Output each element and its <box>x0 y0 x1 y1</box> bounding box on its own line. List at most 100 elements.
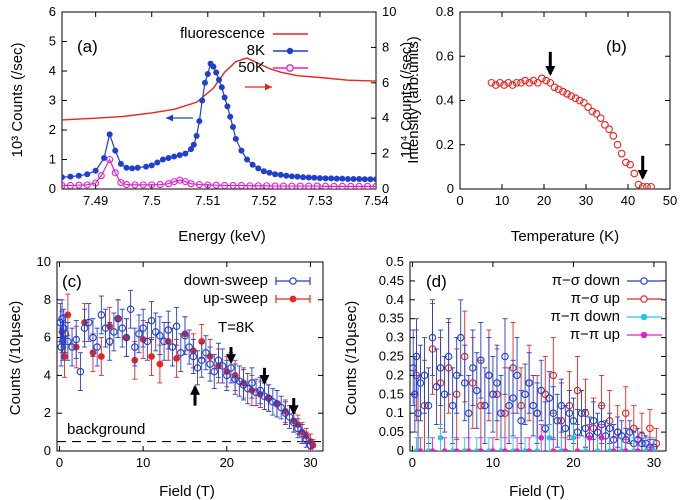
point--down <box>553 417 562 425</box>
point-down-sweep <box>105 337 114 346</box>
legend-marker-pi-pi-down <box>640 313 648 321</box>
panel-a-ylabel-left: 10³ Counts (/sec) <box>9 42 26 157</box>
point--down <box>638 439 646 448</box>
legend-label-50k: 50K <box>238 59 265 76</box>
xtick-label: 20 <box>566 455 580 470</box>
point-down-sweep <box>101 324 110 332</box>
point-8k <box>356 175 363 182</box>
point--up <box>429 448 436 451</box>
point-down-sweep <box>214 356 223 365</box>
ytick-label: 0 <box>397 443 404 458</box>
point-8k <box>344 175 351 182</box>
legend-label-pi-sigma-down: π−σ down <box>552 272 620 289</box>
point-down-sweep <box>269 398 277 406</box>
point-8k <box>227 113 234 120</box>
point-series <box>491 81 500 89</box>
point-8k <box>159 156 166 163</box>
point-50k <box>131 181 139 189</box>
point--down <box>581 424 590 433</box>
point-down-sweep <box>85 318 93 327</box>
series-line-fluorescence <box>62 57 376 121</box>
point--down <box>477 356 485 365</box>
point-down-sweep <box>252 388 260 397</box>
point-series <box>596 114 605 123</box>
point-50k <box>195 181 203 189</box>
point-down-sweep <box>135 330 143 338</box>
point-up-sweep <box>148 353 155 360</box>
point-50k <box>66 181 74 189</box>
point-series <box>508 81 517 89</box>
xtick-label: 7.51 <box>195 193 220 208</box>
point-down-sweep <box>156 331 164 340</box>
point--up <box>465 448 472 451</box>
point-down-sweep <box>223 371 231 380</box>
point-8k <box>117 160 124 167</box>
legend-marker-down-sweep <box>289 277 297 285</box>
ytick-right-label: 6 <box>382 75 389 90</box>
point-8k <box>316 175 323 182</box>
ytick-label: 0.4 <box>386 292 404 307</box>
point-down-sweep <box>281 409 290 417</box>
point-series <box>638 182 647 189</box>
point-50k <box>338 182 346 189</box>
ytick-label: 8 <box>44 292 51 307</box>
point-8k <box>134 164 141 171</box>
point--up <box>538 434 545 441</box>
point-8k <box>213 69 220 76</box>
xtick-label: 20 <box>220 455 234 470</box>
point-50k <box>237 181 245 189</box>
panel-b-label: (b) <box>606 37 627 56</box>
point-8k <box>193 132 200 139</box>
point-50k <box>372 182 376 189</box>
ytick-label: 1 <box>49 152 56 167</box>
point-series <box>643 182 651 189</box>
point-series <box>496 78 504 87</box>
point--down <box>582 448 589 451</box>
point-down-sweep <box>164 326 173 334</box>
panel-d-label: (d) <box>426 272 447 291</box>
point-down-sweep <box>206 360 214 368</box>
point-50k <box>364 182 372 189</box>
point-down-sweep <box>93 343 101 351</box>
point-8k <box>373 176 376 183</box>
point--down <box>460 379 469 387</box>
point--down <box>541 424 549 433</box>
point-up-sweep <box>156 360 164 368</box>
point--down <box>593 428 602 436</box>
point-down-sweep <box>197 356 206 365</box>
point-down-sweep <box>147 316 156 325</box>
point-down-sweep <box>248 379 256 387</box>
point-8k <box>210 63 217 70</box>
point-8k <box>294 173 301 180</box>
point-down-sweep <box>227 364 235 372</box>
point-50k <box>263 182 271 189</box>
point--down <box>626 428 634 436</box>
point--down <box>416 379 425 387</box>
point-series <box>634 180 643 189</box>
panel-a-label: (a) <box>77 37 98 56</box>
point-series <box>563 90 571 98</box>
point-down-sweep <box>168 343 177 351</box>
point-down-sweep <box>231 375 239 383</box>
legend-marker-8k <box>286 47 294 55</box>
point-down-sweep <box>72 335 80 344</box>
ytick-label: 2 <box>44 405 51 420</box>
xtick-label: 7.52 <box>251 193 276 208</box>
panel-b-arrow-head <box>637 169 648 180</box>
point--down <box>411 390 419 399</box>
ytick-label: 0.3 <box>386 330 404 345</box>
point--down <box>517 417 525 425</box>
panel-d-ylabel: Counts (/10µsec) <box>343 301 360 416</box>
point--down <box>537 386 545 395</box>
point--down <box>570 434 577 441</box>
ytick-label: 0.5 <box>386 254 404 269</box>
point-50k <box>288 182 296 189</box>
point-series <box>622 158 630 167</box>
point-8k <box>143 163 150 170</box>
point--down <box>465 409 473 417</box>
point-up-sweep <box>173 354 181 362</box>
point-down-sweep <box>185 343 193 351</box>
point-down-sweep <box>80 324 89 332</box>
point--down <box>521 390 529 399</box>
point-8k <box>62 174 65 181</box>
